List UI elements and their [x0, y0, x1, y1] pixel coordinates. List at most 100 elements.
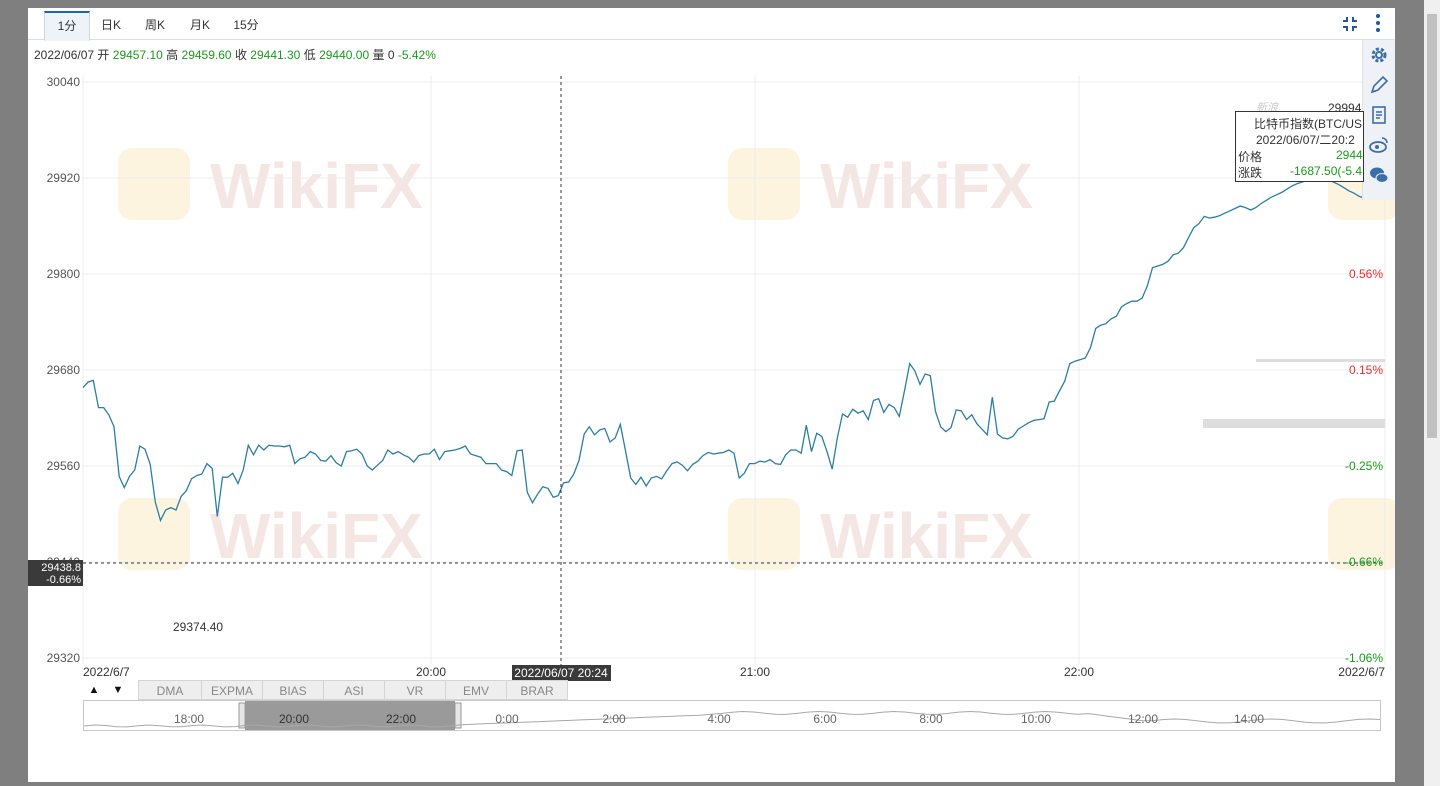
high-value: 29459.60: [181, 48, 232, 62]
navigator-label-0: 18:00: [174, 712, 204, 726]
y-tick-label-3: 29680: [47, 363, 81, 377]
volume-value: 0: [387, 48, 395, 62]
crosshair-price: 29438.8: [41, 562, 81, 574]
navigator-label-6: 6:00: [813, 712, 837, 726]
pct-tick-label-2: 0.15%: [1349, 363, 1383, 377]
indicator-brar[interactable]: BRAR: [506, 680, 568, 700]
open-label: 开: [97, 48, 110, 62]
navigator-label-8: 10:00: [1021, 712, 1051, 726]
navigator-overview: 18:00 20:00 22:00 0:00 2:00 4:00 6:00 8:00 10:00…: [84, 701, 1380, 730]
tooltip-change-label: 涨跌: [1238, 166, 1263, 180]
quote-date: 2022/06/07: [34, 48, 95, 62]
wechat-icon[interactable]: [1368, 164, 1390, 186]
level-band-lower: [1203, 419, 1385, 428]
high-label: 高: [166, 48, 179, 62]
navigator-label-1: 20:00: [279, 712, 309, 726]
crosshair-pct: -0.66%: [46, 574, 81, 586]
crosshair-price-label: 29438.8 -0.66%: [28, 560, 83, 586]
scrollbar-thumb[interactable]: [1427, 14, 1437, 438]
navigator-label-7: 8:00: [919, 712, 943, 726]
x-axis: 2022/6/7 20:00 21:00 22:00 2022/6/7: [83, 665, 1385, 679]
x-tick-label-2: 21:00: [740, 665, 770, 679]
navigator-label-3: 0:00: [495, 712, 519, 726]
weibo-icon[interactable]: [1368, 134, 1390, 156]
navigator-label-9: 12:00: [1128, 712, 1158, 726]
y-tick-label-0: 29320: [47, 651, 81, 665]
watermark-logo-4: [1328, 498, 1395, 570]
crosshair-time-label: 2022/06/07 20:24: [512, 665, 611, 681]
tab-monthly-k[interactable]: 月K: [189, 18, 210, 32]
tab-daily-k[interactable]: 日K: [100, 18, 121, 32]
x-tick-label-0: 2022/6/7: [83, 665, 130, 679]
low-value: 29440.00: [319, 48, 370, 62]
tooltip-price: 2944: [1336, 148, 1363, 162]
chart-panel: 1分 日K 周K 月K 15分 2022/06/07 开 29457.10 高 …: [28, 8, 1395, 782]
volume-label: 量: [372, 48, 385, 62]
min-price-label: 29374.40: [173, 620, 223, 634]
tooltip-title: 比特币指数(BTC/USD: [1254, 117, 1364, 131]
watermark-logo-3: [728, 498, 800, 570]
indicator-bias[interactable]: BIAS: [262, 680, 324, 700]
low-label: 低: [303, 48, 316, 62]
indicator-emv[interactable]: EMV: [445, 680, 507, 700]
data-tooltip: 比特币指数(BTC/USD 2022/06/07/二20:2 价格 2944 涨…: [1235, 111, 1364, 182]
tooltip-datetime: 2022/06/07/二20:2: [1256, 133, 1355, 147]
y-tick-label-4: 29800: [47, 267, 81, 281]
y-tick-label-2: 29560: [47, 459, 81, 473]
indicator-asi[interactable]: ASI: [323, 680, 385, 700]
crosshair-time: 2022/06/07 20:24: [514, 666, 608, 680]
watermark-logo-0: [118, 148, 190, 220]
price-line: [82, 177, 1386, 523]
watermark-text-1: WikiFX: [820, 150, 1033, 222]
watermark-text-2: WikiFX: [210, 500, 423, 572]
navigator-label-4: 2:00: [602, 712, 626, 726]
watermark-text-3: WikiFX: [820, 500, 1033, 572]
x-tick-label-1: 20:00: [416, 665, 446, 679]
close-label: 收: [234, 48, 247, 62]
pencil-icon[interactable]: [1368, 74, 1390, 96]
navigator-line: [84, 710, 1380, 728]
open-value: 29457.10: [112, 48, 163, 62]
fullscreen-icon[interactable]: [1340, 14, 1360, 34]
indicator-expma[interactable]: EXPMA: [201, 680, 263, 700]
grid-layer: [82, 76, 1386, 664]
navigator-label-10: 14:00: [1234, 712, 1264, 726]
range-navigator[interactable]: 18:00 20:00 22:00 0:00 2:00 4:00 6:00 8:00 10:00…: [83, 700, 1381, 731]
scroll-down-button[interactable]: ▼: [112, 684, 124, 696]
pct-tick-label-1: 0.56%: [1349, 267, 1383, 281]
pct-tick-label-4: -0.66%: [1345, 555, 1383, 569]
tab-weekly-k[interactable]: 周K: [144, 18, 165, 32]
indicator-dma[interactable]: DMA: [138, 680, 202, 700]
navigator-labels: 18:00 20:00 22:00 0:00 2:00 4:00 6:00 8:00 10:00…: [174, 712, 1264, 726]
y-tick-label-6: 30040: [47, 75, 81, 89]
navigator-left-handle[interactable]: [238, 702, 246, 729]
y-tick-label-5: 29920: [47, 171, 81, 185]
tooltip-change: -1687.50(-5.4: [1290, 164, 1363, 178]
bands-layer: [1203, 359, 1385, 428]
price-chart[interactable]: WikiFXWikiFXWikiFXWikiFXWikiFXWikiFX 293…: [28, 8, 1395, 782]
tooltip-price-label: 价格: [1238, 150, 1263, 164]
indicator-vr[interactable]: VR: [384, 680, 446, 700]
quote-summary: 2022/06/07 开 29457.10 高 29459.60 收 29441…: [34, 46, 436, 64]
watermark-layer: WikiFXWikiFXWikiFXWikiFXWikiFXWikiFX: [118, 148, 1395, 572]
watermark-logo-1: [728, 148, 800, 220]
navigator-label-2: 22:00: [386, 712, 416, 726]
x-tick-label-4: 2022/6/7: [1338, 665, 1385, 679]
change-value: -5.42%: [397, 48, 436, 62]
side-toolbar: [1362, 40, 1395, 200]
notes-icon[interactable]: [1368, 104, 1390, 126]
pct-tick-label-5: -1.06%: [1345, 651, 1383, 665]
gear-icon[interactable]: [1368, 44, 1390, 66]
more-icon[interactable]: [1370, 12, 1386, 34]
navigator-label-5: 4:00: [707, 712, 731, 726]
watermark-logo-2: [118, 498, 190, 570]
weibo-badge: 新浪: [1256, 101, 1279, 114]
level-band-upper: [1256, 359, 1385, 362]
tab-15min[interactable]: 15分: [233, 18, 259, 32]
close-value: 29441.30: [250, 48, 301, 62]
pct-tick-label-3: -0.25%: [1345, 459, 1383, 473]
navigator-right-handle[interactable]: [454, 702, 462, 729]
scroll-up-button[interactable]: ▲: [88, 684, 100, 696]
watermark-text-0: WikiFX: [210, 150, 423, 222]
tab-1min[interactable]: 1分: [44, 11, 90, 41]
